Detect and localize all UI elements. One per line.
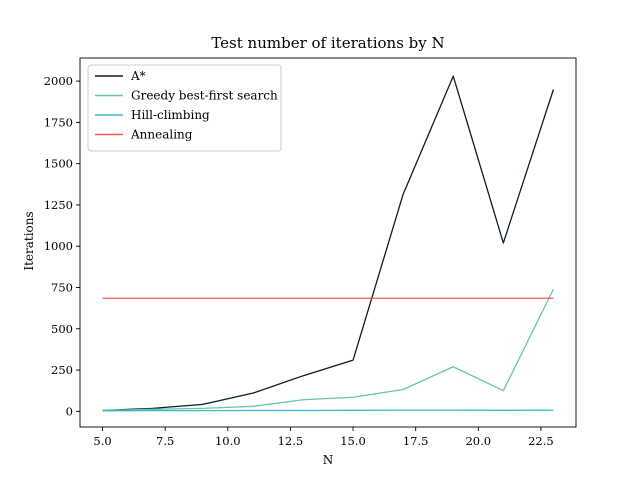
y-tick-label: 250 xyxy=(51,363,73,377)
legend-label: Greedy best-first search xyxy=(131,89,278,103)
y-tick-label: 1750 xyxy=(44,115,73,129)
legend-box xyxy=(87,64,282,152)
y-tick-label: 1000 xyxy=(44,239,73,253)
plot-marks xyxy=(102,75,555,412)
x-tick-label: 15.0 xyxy=(340,434,366,448)
y-tick-label: 750 xyxy=(51,280,73,294)
y-tick-label: 2000 xyxy=(44,74,73,88)
x-tick-label: 17.5 xyxy=(403,434,429,448)
x-tick-label: 10.0 xyxy=(215,434,241,448)
y-axis-ticks: 0 250 500 750 1000 1250 1500 1750 2000 xyxy=(44,74,80,418)
x-tick-label: 22.5 xyxy=(528,434,554,448)
x-tick-label: 7.5 xyxy=(156,434,174,448)
plot-frame xyxy=(79,57,577,428)
y-tick-label: 1250 xyxy=(44,198,73,212)
series-line-greedy-best-first-search xyxy=(102,288,555,412)
x-tick-label: 5.0 xyxy=(93,434,111,448)
series-line-a xyxy=(102,75,555,412)
x-axis-ticks: 5.0 7.5 10.0 12.5 15.0 17.5 20.0 22.5 xyxy=(93,427,554,448)
legend-label: Annealing xyxy=(130,128,193,142)
legend: A* Greedy best-first search Hill-climbing A… xyxy=(87,64,282,152)
x-tick-label: 20.0 xyxy=(465,434,491,448)
legend-label: Hill-climbing xyxy=(131,108,210,122)
y-tick-label: 1500 xyxy=(44,157,73,171)
x-tick-label: 12.5 xyxy=(278,434,304,448)
chart-title: Test number of iterations by N xyxy=(211,34,444,52)
y-axis-label: Iterations xyxy=(22,211,36,270)
x-axis-label: N xyxy=(323,453,334,467)
series-line-hill-climbing xyxy=(102,409,554,412)
legend-label: A* xyxy=(130,69,146,83)
y-tick-label: 0 xyxy=(66,404,73,418)
y-tick-label: 500 xyxy=(51,322,73,336)
